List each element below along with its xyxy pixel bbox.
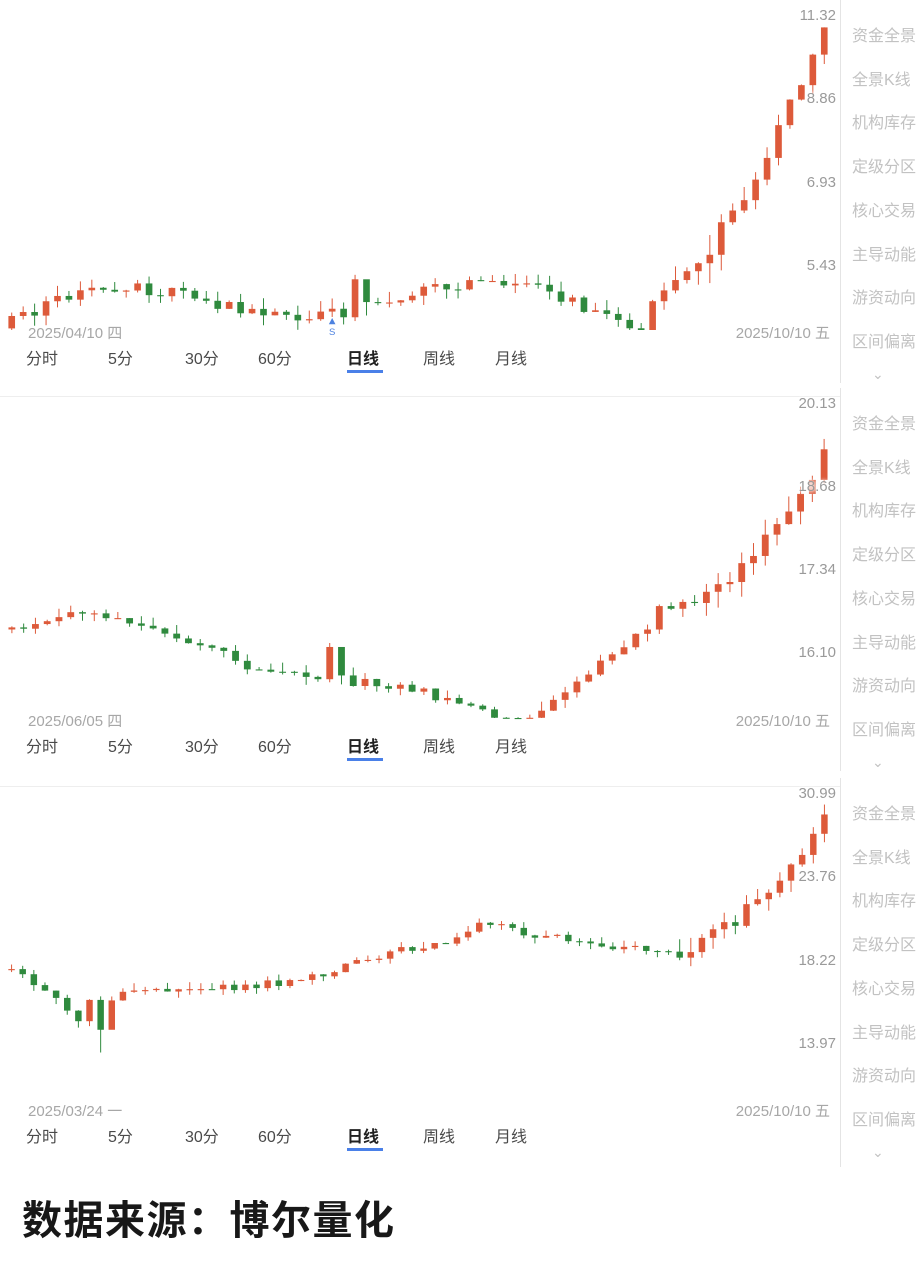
svg-text:S: S <box>329 327 335 338</box>
